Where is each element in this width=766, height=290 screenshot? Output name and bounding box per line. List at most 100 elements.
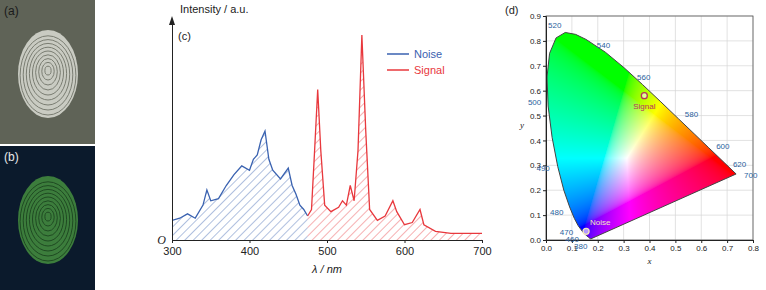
tick-mark [250,240,251,243]
axis-line [173,241,483,244]
wavelength-label: 600 [716,142,730,151]
panel-label: (b) [4,150,19,164]
tick-mark [598,240,599,243]
tick-mark [543,215,546,216]
y-axis-title: Intensity / a.u. [180,3,248,15]
grid-line [701,16,702,240]
chromaticity-chart: 0.00.10.20.30.40.50.60.70.80.00.10.20.30… [505,4,760,266]
locus-labels: 380460470480490500520540560580600620700 [528,21,758,250]
tick-label: 0.2 [593,244,605,253]
tick: 0.7 [722,240,734,253]
fingerprint-ridge [20,36,76,115]
tick-mark [624,240,625,243]
tick-mark [701,240,702,243]
panel-background [0,0,95,144]
tick-label: 0.5 [670,244,682,253]
figure: (a) (b) 300 400 500 600 700 O Intensity / a.u. λ … [0,0,766,290]
fingerprint-ridge [26,43,69,105]
axis-line [172,23,173,241]
wavelength-label: 500 [528,98,542,107]
fingerprint [18,176,78,264]
tick-mark [482,240,483,243]
data-label: Signal [633,102,655,111]
tick-label: 0.2 [530,186,542,195]
wavelength-label: 520 [548,21,562,30]
legend-swatch [387,69,409,71]
wavelength-label: 480 [550,208,564,217]
tick: 0.5 [670,240,682,253]
axis-line [543,17,547,241]
wavelength-label: 560 [637,73,651,82]
tick-label: 0.0 [541,244,553,253]
data-label: Noise [590,218,611,227]
wavelength-label: 540 [597,41,611,50]
wavelength-label: 580 [685,110,699,119]
panel-label: (a) [4,4,19,18]
tick-label: 0.3 [619,244,631,253]
tick: 300 [163,240,181,257]
fingerprint-ridge [39,205,58,231]
tick: O [157,233,172,247]
legend-label: Signal [414,64,445,76]
tick: 0.2 [593,240,605,253]
tick-label: 0.7 [722,244,734,253]
fingerprint-ridge [20,182,76,261]
tick-label: 0.6 [696,244,708,253]
tick-label: 0.0 [530,236,542,245]
panel-background [0,146,95,290]
tick-mark [727,240,728,243]
fingerprint-ridge [36,201,61,236]
tick-mark [543,66,546,67]
x-axis-title: λ / nm [311,263,342,275]
plot-area [172,35,482,240]
fingerprint-ridge [45,66,51,75]
fingerprint-ridge [42,208,54,226]
chart-svg: (a) (b) 300 400 500 600 700 O Intensity / a.u. λ … [0,0,766,290]
wavelength-label: 490 [536,164,550,173]
tick: 400 [241,240,259,257]
tick: 0.3 [619,240,631,253]
tick-label: 600 [396,245,414,257]
series-line [308,35,482,233]
fingerprint-ridge [23,186,73,256]
tick-mark [543,240,546,241]
axis-arrow [169,16,175,25]
spectrum-chart: 300400500600700OIntensity / a.u.λ / nm(c… [157,3,491,275]
tick-mark [543,16,546,17]
gamut [546,16,753,240]
tick-mark [675,240,676,243]
chromaticity-fill [546,16,753,240]
plot-area [546,16,753,240]
fingerprint-ridge [33,51,64,95]
tick: 0.8 [530,37,546,46]
tick: 0.6 [696,240,708,253]
data-point [641,93,647,99]
plot-frame [546,16,753,240]
tick: 0.0 [541,240,553,253]
tick-label: 0.4 [644,244,656,253]
tick: 0.4 [644,240,656,253]
wavelength-label: 620 [733,160,747,169]
y-axis-title: y [519,120,524,130]
tick-label: 300 [163,245,181,257]
tick: 0.0 [530,236,546,245]
tick-label: 0.8 [530,37,542,46]
y-axis: O [157,23,172,248]
fingerprint-ridge [29,47,66,100]
tick-mark [543,41,546,42]
tick-label: 0.9 [530,12,542,21]
tick-label: 0.5 [530,112,542,121]
grid [546,16,753,240]
tick-mark [543,116,546,117]
tick-mark [543,140,546,141]
image-panel: (a) [0,0,95,144]
tick-label: 0.6 [530,87,542,96]
tick: 600 [396,240,414,257]
tick: 500 [318,240,336,257]
wavelength-label: 700 [744,171,758,180]
fingerprint-ridge [42,62,54,80]
tick: 0.1 [530,211,546,220]
x-axis: 300400500600700 [163,240,491,257]
fingerprint-ridge [29,193,66,246]
tick-mark [650,240,651,243]
